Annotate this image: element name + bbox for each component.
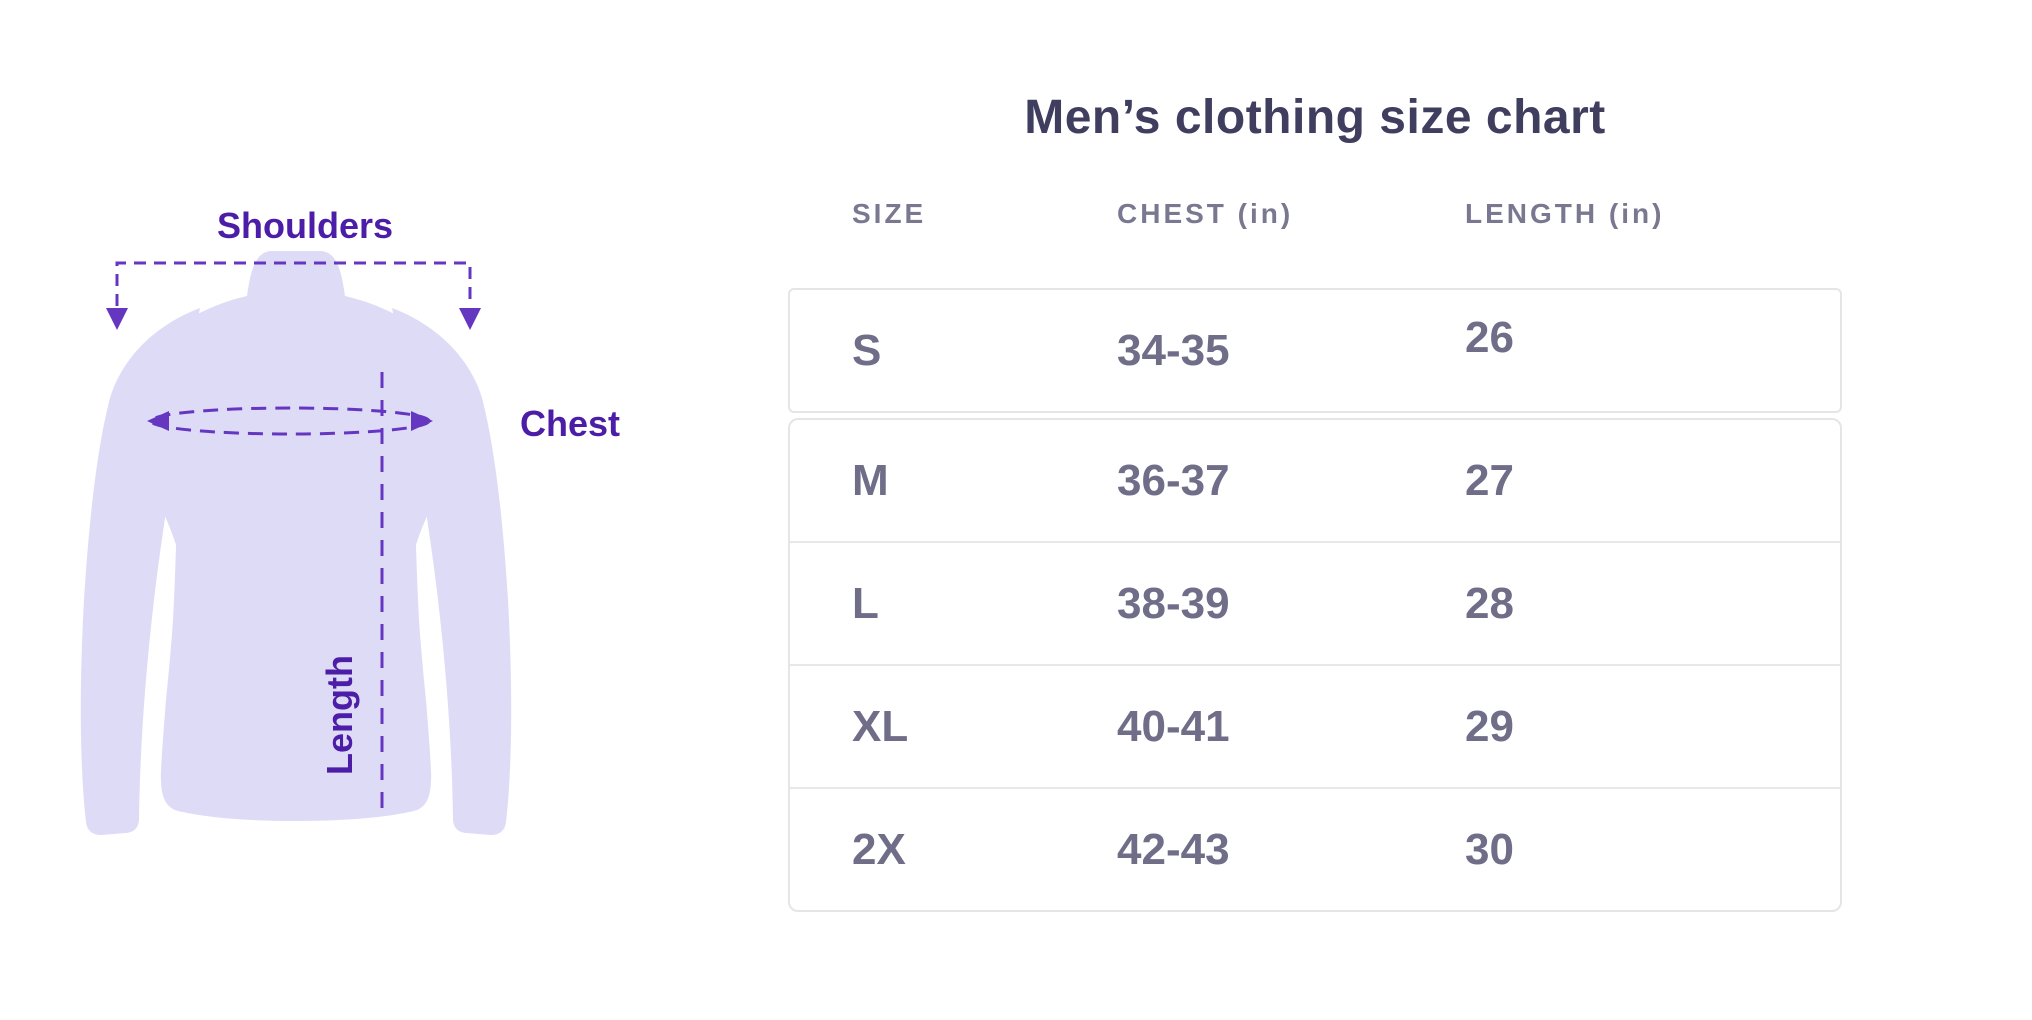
arrow-down-right-icon — [459, 308, 481, 330]
cell-size: M — [852, 455, 889, 505]
table-row: 2X 42-43 30 — [790, 787, 1840, 910]
cell-size: XL — [852, 701, 909, 751]
arrow-down-left-icon — [106, 308, 128, 330]
table-header-row: SIZE CHEST (in) LENGTH (in) — [788, 198, 1842, 230]
table-row: M 36-37 27 — [790, 420, 1840, 541]
cell-chest: 40-41 — [1117, 701, 1230, 751]
cell-chest: 36-37 — [1117, 455, 1230, 505]
size-table-group-rest: M 36-37 27 L 38-39 28 XL 40-41 29 2X 42-… — [788, 418, 1842, 912]
table-row: L 38-39 28 — [790, 541, 1840, 664]
cell-length: 30 — [1465, 824, 1514, 874]
length-label: Length — [319, 655, 360, 775]
size-table-group-first: S 34-35 26 — [788, 288, 1842, 413]
shirt-body — [125, 251, 467, 821]
column-header-size: SIZE — [852, 198, 927, 229]
chest-label: Chest — [520, 403, 620, 444]
cell-chest: 34-35 — [1117, 325, 1230, 375]
cell-chest: 42-43 — [1117, 824, 1230, 874]
cell-size: L — [852, 578, 879, 628]
cell-chest: 38-39 — [1117, 578, 1230, 628]
cell-length: 26 — [1465, 312, 1514, 362]
column-header-length: LENGTH (in) — [1465, 198, 1665, 229]
shoulders-label: Shoulders — [217, 205, 393, 246]
cell-length: 27 — [1465, 455, 1514, 505]
cell-size: 2X — [852, 824, 906, 874]
page-title: Men’s clothing size chart — [1024, 91, 1606, 144]
arrow-right-icon — [411, 411, 433, 431]
arrow-left-icon — [147, 411, 169, 431]
table-row: XL 40-41 29 — [790, 664, 1840, 787]
column-header-chest: CHEST (in) — [1117, 198, 1294, 229]
cell-length: 28 — [1465, 578, 1514, 628]
shirt-measurement-diagram: Shoulders Chest Length — [80, 205, 620, 835]
shoulders-measure-line — [115, 261, 472, 306]
cell-length: 29 — [1465, 701, 1514, 751]
cell-size: S — [852, 325, 882, 375]
table-row: S 34-35 26 — [790, 290, 1840, 411]
